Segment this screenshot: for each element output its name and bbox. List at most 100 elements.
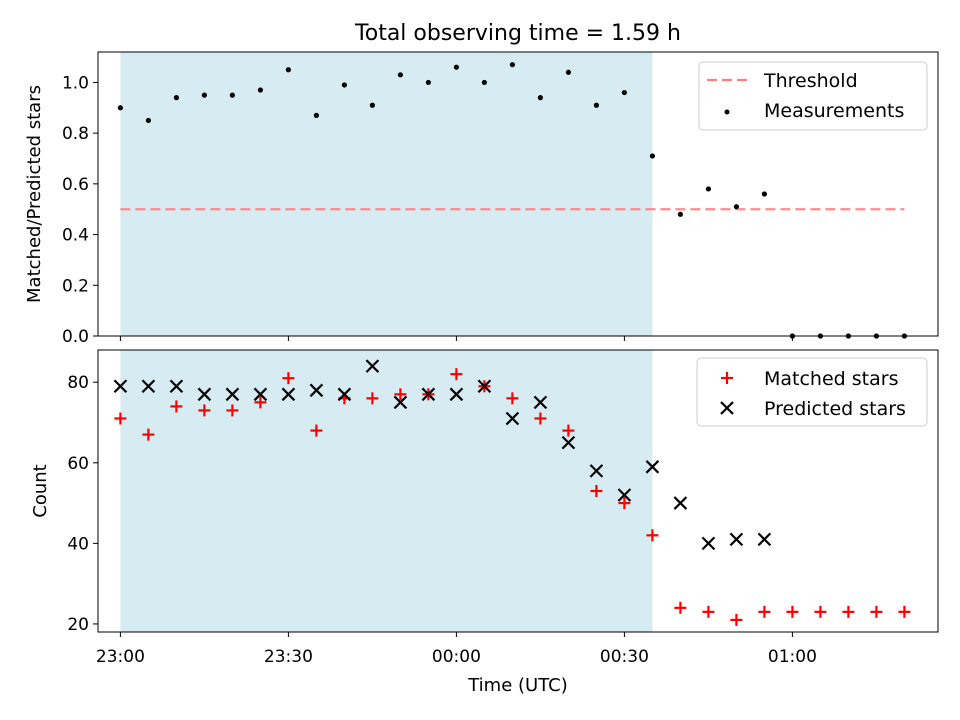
x-tick-label: 23:00 — [96, 647, 145, 667]
measurement-point — [537, 95, 544, 101]
y-tick-label: 20 — [67, 615, 89, 635]
matched-point — [646, 529, 659, 542]
xlabel: Time (UTC) — [467, 675, 568, 696]
predicted-point — [645, 460, 660, 474]
matched-point — [282, 372, 295, 385]
measurement-point — [733, 204, 740, 210]
matched-point — [198, 404, 211, 417]
measurement-point — [145, 117, 151, 124]
y-tick-label: 80 — [67, 373, 89, 393]
measurement-point — [621, 89, 628, 96]
y-tick-label: 0.8 — [62, 124, 89, 144]
matched-point — [674, 601, 687, 614]
matched-point — [786, 605, 799, 618]
y-axis-bottom: 20 40 60 80 — [67, 373, 98, 635]
predicted-point — [589, 464, 604, 478]
x-tick-label: 01:00 — [768, 647, 817, 667]
matched-point — [170, 400, 183, 413]
predicted-point — [701, 536, 716, 551]
panel-ratio: 0.0 0.2 0.4 0.6 0.8 1.0 Matched/Predicted sta… — [24, 51, 939, 347]
predicted-point — [197, 387, 212, 402]
predicted-point — [505, 411, 520, 426]
predicted-point — [729, 532, 744, 547]
measurement-point — [313, 112, 319, 118]
y-axis-top: 0.0 0.2 0.4 0.6 0.8 1.0 — [62, 73, 98, 347]
measurement-point — [369, 102, 375, 108]
matched-point — [814, 605, 827, 618]
measurement-point — [677, 211, 684, 217]
matched-point — [226, 404, 239, 417]
predicted-point — [393, 395, 408, 410]
legend-predicted-label: Predicted stars — [764, 398, 906, 420]
matched-point — [114, 412, 127, 425]
predicted-point — [533, 395, 548, 410]
x-tick-label: 23:30 — [264, 647, 313, 667]
observing-window-bottom — [120, 350, 653, 632]
predicted-point — [337, 387, 352, 402]
y-tick-label: 40 — [67, 534, 89, 554]
measurement-point — [117, 105, 123, 111]
legend-top: Threshold Measurements — [698, 61, 928, 131]
measurement-point — [761, 191, 768, 197]
predicted-point — [169, 379, 184, 394]
y-tick-label: 1.0 — [62, 73, 89, 93]
matched-point — [730, 613, 743, 626]
x-axis-top — [119, 336, 793, 341]
legend-matched-label: Matched stars — [764, 368, 898, 390]
matched-point — [366, 392, 379, 405]
x-tick-label: 00:00 — [432, 647, 481, 667]
predicted-point — [281, 387, 296, 402]
matched-point — [310, 424, 323, 437]
matched-point — [450, 368, 463, 381]
y-tick-label: 60 — [67, 454, 89, 474]
y-tick-label: 0.0 — [62, 327, 89, 347]
matched-point — [842, 605, 855, 618]
measurement-point — [425, 79, 431, 86]
measurement-point — [397, 72, 403, 78]
count-points — [113, 359, 911, 626]
panel-counts: 20 40 60 80 23:00 23:30 00:00 00:30 01:00 Count… — [30, 349, 939, 696]
measurement-point — [509, 62, 515, 68]
matched-point — [562, 424, 575, 437]
measurement-point — [257, 87, 263, 93]
observing-window-top — [120, 52, 653, 336]
predicted-point — [617, 488, 632, 502]
legend-measurements-label: Measurements — [764, 100, 904, 122]
predicted-point — [141, 379, 156, 394]
plot-frame-bottom — [97, 349, 939, 633]
measurement-point — [229, 92, 235, 98]
predicted-point — [253, 387, 268, 402]
x-axis-bottom: 23:00 23:30 00:00 00:30 01:00 — [96, 632, 817, 667]
legend-matched-swatch — [721, 372, 733, 384]
predicted-point — [421, 387, 436, 402]
matched-point — [394, 388, 407, 401]
measurement-point — [593, 102, 600, 108]
plot-frame-top — [97, 51, 939, 337]
measurement-point — [649, 153, 656, 159]
predicted-point — [225, 387, 240, 402]
predicted-point — [309, 383, 324, 398]
predicted-point — [113, 379, 128, 394]
measurement-point — [453, 64, 459, 70]
ylabel-top: Matched/Predicted stars — [24, 85, 45, 303]
y-tick-label: 0.6 — [62, 175, 89, 195]
matched-point — [870, 605, 883, 618]
measurement-point — [481, 79, 487, 86]
predicted-point — [673, 496, 688, 510]
y-tick-label: 0.2 — [62, 276, 89, 296]
predicted-point — [561, 435, 576, 450]
matched-point — [534, 412, 547, 425]
measurement-point — [173, 95, 179, 101]
legend-threshold-label: Threshold — [763, 70, 858, 92]
predicted-point — [757, 532, 772, 547]
matched-point — [702, 605, 715, 618]
measurement-point — [285, 67, 291, 73]
ylabel-bottom: Count — [30, 464, 51, 517]
matched-point — [758, 605, 771, 618]
matched-point — [618, 497, 631, 510]
predicted-point — [365, 359, 380, 373]
matched-point — [254, 396, 267, 409]
legend-predicted-swatch — [720, 401, 734, 415]
matched-point — [590, 485, 603, 497]
